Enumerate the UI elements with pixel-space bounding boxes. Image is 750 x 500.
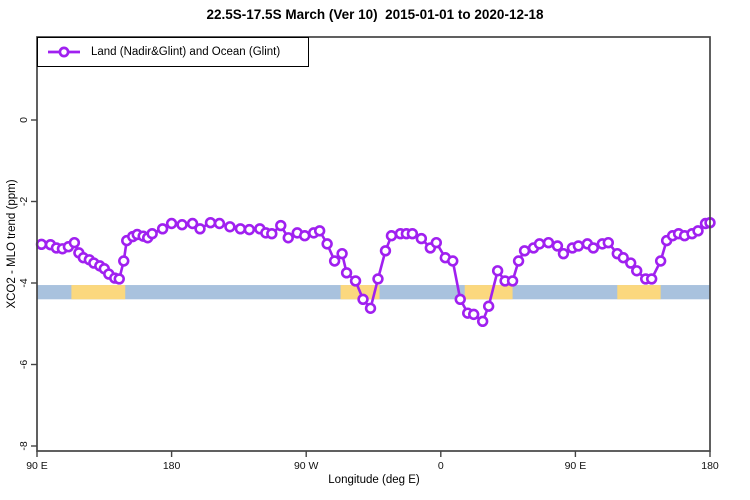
- data-point: [572, 240, 585, 252]
- y-tick-label: -6: [18, 360, 30, 369]
- data-point: [617, 252, 629, 264]
- data-point: [213, 217, 226, 230]
- data-point: [551, 240, 564, 252]
- data-point: [631, 265, 643, 277]
- land-band-segment: [464, 285, 513, 300]
- data-point: [476, 315, 489, 328]
- y-tick-label: -8: [18, 441, 30, 450]
- data-point: [299, 230, 311, 242]
- legend-line-marker-icon: [48, 46, 80, 58]
- x-tick-label: 0: [438, 460, 444, 472]
- x-tick-label: 180: [163, 460, 181, 472]
- data-point: [533, 238, 546, 250]
- chart-title: 22.5S-17.5S March (Ver 10) 2015-01-01 to…: [206, 7, 544, 22]
- data-point: [430, 236, 443, 249]
- data-point: [454, 293, 466, 305]
- data-point: [587, 242, 600, 254]
- data-point: [282, 232, 294, 244]
- data-point: [204, 216, 217, 229]
- data-point: [113, 273, 125, 285]
- data-point: [364, 302, 377, 314]
- data-point: [313, 225, 326, 237]
- data-point: [372, 273, 384, 285]
- data-point: [340, 267, 353, 279]
- data-point: [512, 255, 525, 267]
- data-point: [406, 227, 419, 240]
- legend-label: Land (Nadir&Glint) and Ocean (Glint): [91, 46, 281, 58]
- data-point: [447, 255, 459, 267]
- data-point: [542, 236, 555, 249]
- data-point: [692, 225, 704, 237]
- data-point: [379, 245, 392, 257]
- data-point: [385, 230, 398, 242]
- data-point: [336, 247, 348, 260]
- data-point: [468, 308, 480, 321]
- y-tick-label: -4: [18, 278, 30, 287]
- land-band-segment: [617, 285, 661, 300]
- x-tick-label: 180: [701, 460, 719, 472]
- data-point: [156, 223, 169, 235]
- data-point: [625, 257, 637, 269]
- data-point: [491, 265, 504, 277]
- data-point: [165, 217, 178, 230]
- data-point: [234, 223, 247, 235]
- y-axis-label: XCO2 - MLO trend (ppm): [6, 179, 18, 309]
- data-point: [518, 245, 531, 257]
- data-point: [328, 255, 341, 267]
- data-point: [645, 273, 658, 285]
- data-point: [186, 217, 199, 230]
- data-point: [243, 223, 256, 236]
- land-band-segment: [71, 285, 126, 300]
- data-point: [654, 255, 667, 267]
- data-point: [224, 221, 236, 233]
- x-tick-label: 90 E: [26, 460, 48, 472]
- data-point: [118, 255, 130, 267]
- legend-box: Land (Nadir&Glint) and Ocean (Glint): [37, 37, 309, 67]
- data-point: [35, 238, 48, 250]
- x-tick-label: 90 W: [294, 460, 319, 472]
- data-point: [482, 300, 495, 312]
- data-point: [349, 275, 362, 287]
- data-point: [68, 236, 81, 249]
- plot-border: [36, 36, 711, 452]
- data-point: [275, 219, 287, 232]
- data-point: [176, 219, 188, 231]
- data-point: [602, 236, 615, 249]
- data-point: [506, 275, 519, 287]
- x-tick-label: 90 E: [565, 460, 587, 472]
- data-point: [357, 293, 369, 305]
- x-axis-label: Longitude (deg E): [328, 474, 420, 486]
- data-point: [557, 247, 570, 260]
- data-point: [321, 238, 333, 250]
- data-point: [146, 227, 158, 240]
- data-point: [194, 223, 206, 235]
- data-point: [415, 232, 428, 245]
- data-point: [266, 227, 278, 240]
- y-tick-label: -2: [18, 197, 30, 206]
- y-tick-label: 0: [18, 117, 30, 123]
